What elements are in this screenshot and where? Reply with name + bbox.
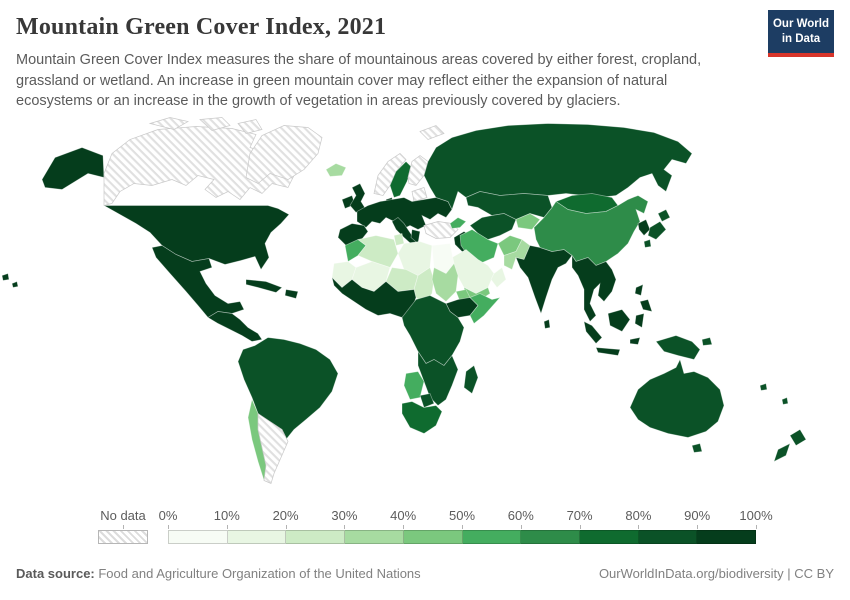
- chart-footer: Data source: Food and Agriculture Organi…: [16, 566, 834, 581]
- country-alaska[interactable]: [35, 147, 105, 194]
- country-papua-new-guinea[interactable]: [655, 335, 713, 360]
- country-south-america[interactable]: [237, 337, 339, 441]
- region-central-africa[interactable]: [401, 295, 465, 366]
- country-saudi-arabia[interactable]: [451, 249, 495, 294]
- country-cuba[interactable]: [245, 279, 283, 293]
- chart-subtitle: Mountain Green Cover Index measures the …: [16, 52, 702, 110]
- country-kazakhstan[interactable]: [465, 191, 553, 220]
- data-source: Data source: Food and Agriculture Organi…: [16, 566, 421, 581]
- region-central-europe[interactable]: [356, 197, 453, 230]
- country-new-zealand[interactable]: [773, 429, 807, 463]
- country-canada[interactable]: [103, 126, 295, 206]
- country-mexico[interactable]: [151, 245, 245, 318]
- country-oman[interactable]: [490, 266, 507, 289]
- legend-ticks: [168, 525, 757, 530]
- legend-bin[interactable]: [697, 530, 757, 544]
- legend-no-data-tick: [122, 525, 124, 529]
- country-philippines[interactable]: [634, 283, 653, 312]
- chart-header: Mountain Green Cover Index, 2021 Our Wor…: [0, 0, 850, 112]
- country-turkey[interactable]: [423, 221, 459, 239]
- legend-bin[interactable]: [638, 530, 698, 544]
- legend-tick-label: 20%: [272, 508, 299, 523]
- country-norway[interactable]: [373, 153, 407, 196]
- world-map: [0, 116, 850, 506]
- legend-tick-label: 100%: [739, 508, 773, 523]
- legend-color-scale: 0% 10% 20% 30% 40% 50% 60% 70% 80% 90% 100%: [159, 508, 773, 544]
- country-canada-arctic[interactable]: [148, 117, 263, 134]
- country-namibia[interactable]: [403, 371, 425, 400]
- country-hispaniola[interactable]: [284, 289, 299, 299]
- data-source-label: Data source:: [16, 566, 95, 581]
- owid-logo-line1: Our World: [772, 18, 829, 30]
- owid-logo-line2: in Data: [781, 32, 821, 45]
- country-argentina[interactable]: [257, 412, 289, 484]
- country-usa[interactable]: [102, 205, 290, 271]
- legend-tick-label: 10%: [213, 508, 240, 523]
- legend-tick-label: 40%: [390, 508, 417, 523]
- country-chad[interactable]: [413, 266, 435, 304]
- country-korea[interactable]: [637, 219, 651, 237]
- legend-tick-label: 80%: [625, 508, 652, 523]
- country-japan[interactable]: [643, 209, 671, 248]
- country-caucasus[interactable]: [449, 217, 467, 229]
- legend-bin[interactable]: [462, 530, 522, 544]
- country-australia-tasmania[interactable]: [691, 443, 703, 453]
- country-greenland[interactable]: [245, 125, 323, 184]
- legend-bin[interactable]: [579, 530, 639, 544]
- country-finland[interactable]: [407, 155, 429, 186]
- country-iceland[interactable]: [325, 163, 347, 177]
- legend-bin[interactable]: [521, 530, 580, 544]
- country-somalia[interactable]: [469, 293, 502, 325]
- legend-bin[interactable]: [345, 530, 404, 544]
- country-russia[interactable]: [423, 123, 693, 211]
- legend-tick-label: 30%: [331, 508, 358, 523]
- legend-no-data-label: No data: [100, 508, 146, 523]
- legend-bin[interactable]: [286, 530, 346, 544]
- footer-attribution: OurWorldInData.org/biodiversity | CC BY: [598, 566, 834, 581]
- legend-tick-labels: 0% 10% 20% 30% 40% 50% 60% 70% 80% 90% 100%: [159, 508, 773, 525]
- country-algeria[interactable]: [357, 235, 399, 268]
- country-baltic-states[interactable]: [411, 187, 428, 202]
- country-china[interactable]: [533, 195, 649, 266]
- legend-no-data-swatch[interactable]: [98, 530, 148, 544]
- page-title: Mountain Green Cover Index, 2021: [16, 14, 387, 40]
- legend-tick-label: 90%: [684, 508, 711, 523]
- country-australia[interactable]: [629, 358, 725, 438]
- legend-tick-label: 60%: [507, 508, 534, 523]
- data-source-text: Food and Agriculture Organization of the…: [94, 566, 421, 581]
- legend-tick-label: 50%: [448, 508, 476, 523]
- region-southeast-asia[interactable]: [571, 254, 617, 323]
- country-south-africa[interactable]: [401, 401, 443, 434]
- legend-tick-label: 0%: [158, 508, 178, 523]
- country-sri-lanka[interactable]: [543, 319, 551, 329]
- owid-logo[interactable]: Our World in Data: [768, 10, 834, 57]
- country-india[interactable]: [515, 245, 573, 315]
- legend-bin[interactable]: [227, 530, 287, 544]
- country-kyrgyzstan-tajikistan[interactable]: [515, 213, 541, 230]
- country-svalbard[interactable]: [419, 125, 445, 140]
- country-botswana[interactable]: [419, 393, 435, 408]
- country-usa-hawaii[interactable]: [1, 273, 19, 288]
- country-madagascar[interactable]: [463, 364, 479, 395]
- map-legend: No data 0% 10% 20% 30% 40% 50% 60% 70% 80% 90% 100…: [0, 508, 850, 554]
- legend-no-data[interactable]: No data: [98, 508, 148, 544]
- legend-tick-label: 70%: [566, 508, 593, 523]
- legend-color-bar: [168, 530, 757, 544]
- legend-bin[interactable]: [403, 530, 463, 544]
- country-indonesia[interactable]: [583, 309, 645, 356]
- country-pacific-islands[interactable]: [759, 383, 789, 405]
- country-central-america[interactable]: [207, 311, 263, 342]
- legend-bin[interactable]: [168, 530, 228, 544]
- country-tunisia[interactable]: [393, 233, 405, 246]
